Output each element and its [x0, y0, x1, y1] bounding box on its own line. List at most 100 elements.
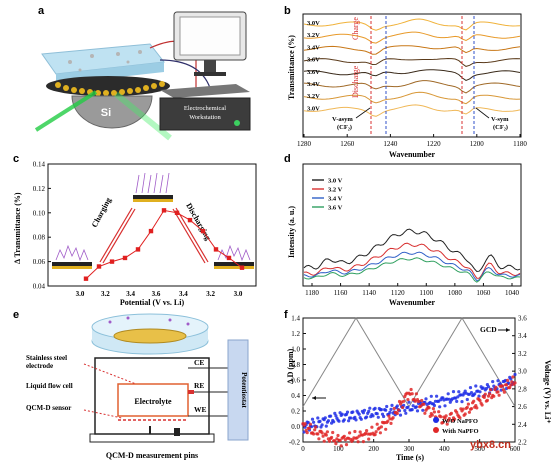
f-point-with: [423, 411, 427, 415]
c-point: [83, 276, 89, 281]
d-xtick-label: 1120: [391, 289, 405, 297]
svg-text:Electrochemical: Electrochemical: [184, 105, 226, 112]
f-point-with: [303, 422, 307, 426]
f-point-with: [331, 430, 335, 435]
f-point-with: [406, 398, 410, 402]
electrode-cartoon-left: [52, 244, 92, 269]
f-point-with: [391, 416, 395, 420]
pins-label: QCM-D measurement pins: [106, 451, 198, 460]
c-xtick-label: 3.0: [234, 290, 243, 298]
f-point-with: [483, 392, 487, 396]
watermark: ybx8.cn: [470, 439, 511, 451]
d-xtick-label: 1040: [505, 289, 520, 297]
f-point-wo: [371, 414, 375, 418]
f-point-wo: [349, 416, 353, 420]
f-point-with: [356, 440, 360, 444]
f-yr-label: 3.4: [518, 332, 527, 340]
f-point-wo: [365, 415, 369, 419]
panel-d-spectra: [303, 228, 521, 283]
f-point-wo: [324, 424, 328, 428]
legend-wo: W/O NaPFO: [442, 418, 478, 425]
f-point-with: [508, 386, 512, 390]
f-point-wo: [320, 423, 324, 427]
f-point-with: [312, 432, 316, 436]
f-point-wo: [407, 400, 411, 404]
f-point-wo: [474, 384, 478, 388]
f-yr-label: 3.6: [518, 315, 527, 323]
f-point-wo: [384, 408, 388, 412]
f-point-wo: [507, 381, 511, 385]
b-xtick-label: 1220: [427, 140, 442, 148]
panel-c-series: [83, 208, 245, 281]
svg-text:Intensity (a. u.): Intensity (a. u.): [287, 206, 296, 258]
f-point-wo: [446, 392, 450, 396]
f-point-with: [437, 410, 441, 414]
f-point-wo: [326, 419, 330, 423]
f-point-with: [305, 431, 309, 435]
panel-b: b Transmittance (%) 3.0V 3.2V 3.4V 3.6V 3.6V…: [284, 5, 527, 159]
f-point-with: [489, 388, 493, 392]
f-point-with: [496, 390, 500, 394]
svg-text:(CF₂): (CF₂): [493, 124, 508, 131]
gcd-label: GCD: [480, 325, 497, 334]
electrolyte-box: [117, 383, 189, 417]
f-point-wo: [316, 416, 320, 420]
f-xtick-label: 400: [439, 445, 450, 453]
f-point-with: [378, 431, 382, 435]
f-point-wo: [357, 412, 361, 416]
c-point: [174, 210, 180, 215]
f-point-with: [510, 380, 514, 384]
spectrum-5: [303, 80, 521, 94]
f-point-with: [502, 390, 506, 394]
f-point-with: [482, 395, 486, 399]
d-xtick-label: 1080: [448, 289, 463, 297]
f-yl-label: 0.8: [291, 361, 300, 369]
f-point-with: [492, 394, 496, 398]
f-point-wo: [435, 394, 439, 398]
f-point-with: [461, 407, 465, 411]
f-point-with: [455, 410, 459, 414]
f-point-wo: [345, 410, 350, 414]
svg-text:Wavenumber: Wavenumber: [389, 150, 436, 159]
vasym-label: V-asym: [332, 116, 353, 123]
panel-b-label: b: [284, 5, 291, 17]
f-point-with: [444, 414, 448, 418]
f-point-wo: [329, 414, 333, 418]
flowcell-label: Liquid flow cell: [26, 382, 73, 390]
f-point-with: [308, 422, 312, 426]
f-point-with: [386, 419, 390, 423]
si-hemisphere: [71, 95, 153, 129]
f-point-wo: [362, 408, 367, 412]
f-yl-label: 0.0: [291, 423, 300, 431]
electrolyte-label: Electrolyte: [134, 397, 172, 406]
d-xtick-label: 1140: [362, 289, 376, 297]
c-xtick-label: 3.4: [126, 290, 135, 298]
svg-text:Voltage (V) vs. Li⁺: Voltage (V) vs. Li⁺: [543, 360, 552, 423]
panel-b-frame: [302, 13, 522, 138]
re-label: RE: [194, 381, 204, 390]
c-point: [122, 255, 128, 261]
f-point-with: [353, 429, 357, 434]
f-point-with: [480, 403, 484, 407]
f-point-wo: [406, 405, 410, 409]
voltage-label-4: 3.6V: [307, 69, 320, 76]
f-point-wo: [457, 390, 461, 394]
f-point-wo: [451, 390, 456, 394]
f-point-with: [475, 406, 479, 410]
f-xtick-label: 0: [301, 445, 305, 453]
f-yl-label: 0.6: [291, 377, 300, 385]
sensor-label: QCM-D sensor: [26, 404, 71, 412]
f-point-with: [342, 434, 346, 438]
f-point-with: [348, 431, 352, 435]
molecules: [68, 50, 142, 72]
c-xtick-label: 3.6: [152, 290, 161, 298]
f-point-with: [494, 385, 498, 389]
stainless-label: Stainless steel: [26, 354, 67, 362]
f-point-with: [427, 406, 431, 410]
c-point: [200, 228, 206, 234]
f-point-with: [379, 425, 383, 429]
f-yr-label: 2.6: [518, 403, 527, 411]
f-point-wo: [414, 405, 418, 409]
f-point-wo: [473, 392, 477, 396]
